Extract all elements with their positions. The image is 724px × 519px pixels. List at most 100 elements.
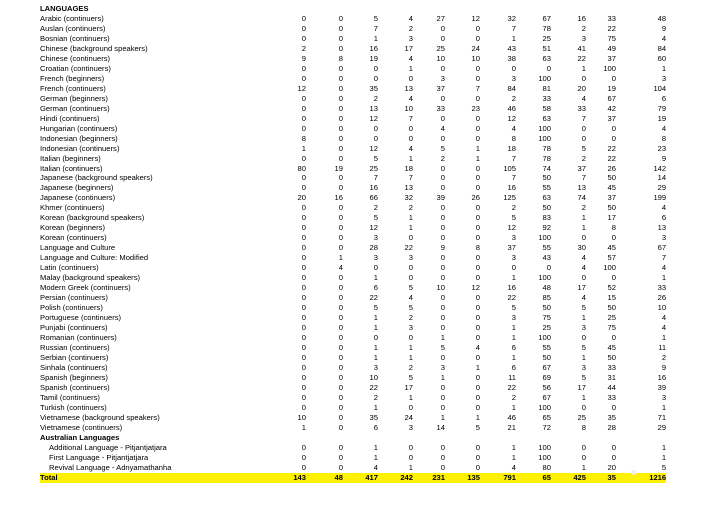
row-value: 37 (607, 53, 616, 63)
row-value: 0 (475, 73, 480, 83)
row-value: 80 (297, 163, 306, 173)
table-row: Language and Culture 0 0 28 22 9 8 37 55 30 45 67 (40, 243, 666, 253)
row-value: 0 (338, 303, 343, 313)
row-value: 50 (542, 352, 551, 362)
table-row: Turkish (continuers) 0 0 1 0 0 0 1 100 0 0 1 (40, 403, 666, 413)
table-row: Korean (continuers) 0 0 3 0 0 0 3 100 0 0 3 (40, 233, 666, 243)
row-label: Hindi (continuers) (40, 113, 100, 123)
table-row: Korean (background speakers) 0 0 5 1 0 0 5 83 1 17… (40, 213, 666, 223)
table-row: Vietnamese (continuers) 1 0 6 3 14 5 21 72 8 28 29 (40, 423, 666, 433)
row-value: 16 (577, 13, 586, 23)
row-value: 16 (657, 372, 667, 382)
row-value: 0 (511, 63, 516, 73)
row-value: 57 (607, 253, 616, 263)
row-value: 0 (408, 73, 413, 83)
row-label: Bosnian (continuers) (40, 33, 110, 43)
row-value: 4 (581, 293, 586, 303)
row-value: 1 (373, 33, 378, 43)
row-value: 26 (471, 193, 480, 203)
row-value: 17 (404, 382, 413, 392)
row-value: 69 (542, 372, 551, 382)
row-value: 67 (657, 243, 667, 253)
row-value: 0 (440, 462, 445, 472)
row-value: 17 (404, 43, 413, 53)
row-value: 0 (373, 63, 378, 73)
row-value: 0 (338, 462, 343, 472)
row-value: 25 (577, 412, 586, 422)
row-value: 7 (581, 173, 586, 183)
row-value: 0 (440, 133, 445, 143)
row-value: 0 (440, 273, 445, 283)
row-value: 33 (577, 103, 586, 113)
row-value: 50 (542, 303, 551, 313)
row-value: 45 (607, 342, 616, 352)
table-row: Romanian (continuers) 0 0 0 0 1 0 1 100 0 0 1 (40, 333, 666, 343)
table-row: Latin (continuers) 0 4 0 0 0 0 0 0 4 100 4 (40, 263, 666, 273)
row-value: 1 (408, 342, 413, 352)
row-value: 6 (373, 422, 378, 432)
row-value: 67 (542, 362, 551, 372)
row-label: German (continuers) (40, 103, 110, 113)
row-value: 0 (338, 173, 343, 183)
row-value: 100 (538, 402, 551, 412)
row-value: 22 (607, 23, 616, 33)
row-value: 65 (542, 412, 551, 422)
section-heading-row: LANGUAGES (40, 4, 666, 14)
row-value: 67 (542, 13, 551, 23)
row-value: 9 (440, 243, 445, 253)
row-value: 92 (542, 223, 551, 233)
row-value: 0 (408, 263, 413, 273)
row-value: 3 (661, 392, 667, 402)
row-label: Language and Culture (40, 243, 116, 253)
row-value: 100 (538, 233, 551, 243)
row-value: 1 (475, 362, 480, 372)
row-value: 16 (334, 193, 343, 203)
row-value: 0 (581, 233, 586, 243)
row-value: 18 (507, 143, 516, 153)
row-value: 78 (542, 143, 551, 153)
row-value: 0 (440, 402, 445, 412)
section-title: LANGUAGES (40, 4, 89, 13)
row-value: 4 (661, 263, 667, 273)
row-value: 0 (475, 323, 480, 332)
row-value: 72 (542, 422, 551, 432)
row-value: 0 (301, 283, 306, 293)
row-value: 75 (607, 33, 616, 43)
row-label: Italian (beginners) (40, 153, 101, 163)
row-label: Hungarian (continuers) (40, 123, 118, 133)
row-value: 5 (440, 143, 445, 153)
row-value: 0 (338, 332, 343, 342)
row-value: 1 (408, 223, 413, 233)
row-value: 50 (542, 203, 551, 213)
row-value: 0 (475, 452, 480, 462)
row-value: 0 (338, 213, 343, 223)
table-row: Indonesian (continuers) 1 0 12 4 5 1 18 78 5 22 23 (40, 144, 666, 154)
row-value: 1 (511, 33, 516, 43)
row-value: 199 (653, 193, 667, 203)
row-value: 39 (657, 382, 667, 392)
row-value: 37 (607, 113, 616, 123)
row-value: 12 (471, 13, 480, 23)
row-value: 425 (551, 472, 586, 483)
row-value: 7 (511, 153, 516, 163)
row-value: 19 (607, 83, 616, 93)
row-value: 32 (507, 13, 516, 23)
row-value: 4 (408, 13, 413, 23)
row-value: 50 (607, 352, 616, 362)
subsection-heading-row: Australian Languages (40, 433, 666, 443)
row-value: 17 (577, 283, 586, 293)
row-value: 0 (408, 442, 413, 452)
row-value: 5 (373, 13, 378, 23)
row-value: 0 (301, 63, 306, 73)
row-value: 38 (507, 53, 516, 63)
row-value: 100 (538, 133, 551, 143)
row-value: 4 (661, 33, 667, 43)
row-value: 0 (611, 133, 616, 143)
row-value: 45 (607, 183, 616, 193)
row-value: 4 (661, 203, 667, 213)
row-value: 60 (657, 53, 667, 63)
row-label: Punjabi (continuers) (40, 323, 108, 332)
row-value: 8 (511, 133, 516, 143)
row-value: 0 (338, 133, 343, 143)
row-label: Portuguese (continuers) (40, 313, 122, 323)
